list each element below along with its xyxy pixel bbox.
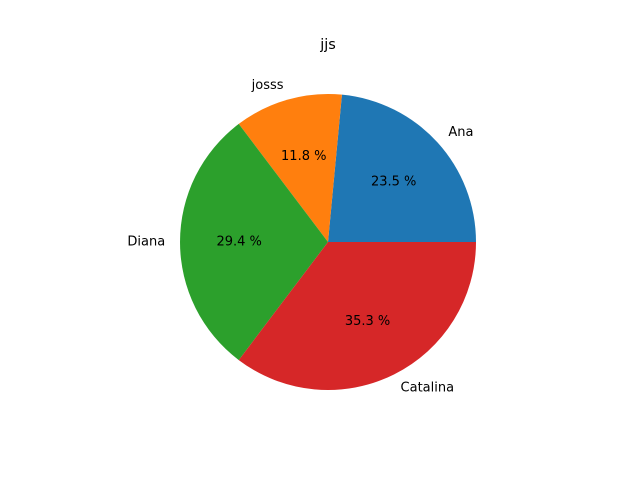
pct-label-catalina: 35.3 %: [345, 314, 390, 329]
pct-label-josss: 11.8 %: [281, 149, 326, 164]
pie-slice-josss: [238, 94, 342, 242]
percentage-labels: 23.5 % 11.8 % 29.4 % 35.3 %: [216, 149, 416, 329]
pie-slice-diana: [180, 123, 328, 361]
slice-label-diana: Diana: [127, 235, 165, 250]
pie-slice-ana: [328, 94, 476, 242]
pct-label-ana: 23.5 %: [371, 175, 416, 190]
pct-label-diana: 29.4 %: [216, 235, 261, 250]
slice-label-ana: Ana: [448, 125, 473, 140]
slice-labels: Ana josss Diana Catalina: [127, 78, 473, 395]
slice-label-catalina: Catalina: [401, 380, 455, 395]
slice-label-josss: josss: [251, 78, 284, 93]
pie-slices: [180, 94, 476, 390]
chart-title: jjs: [319, 37, 336, 53]
pie-slice-catalina: [238, 242, 476, 390]
